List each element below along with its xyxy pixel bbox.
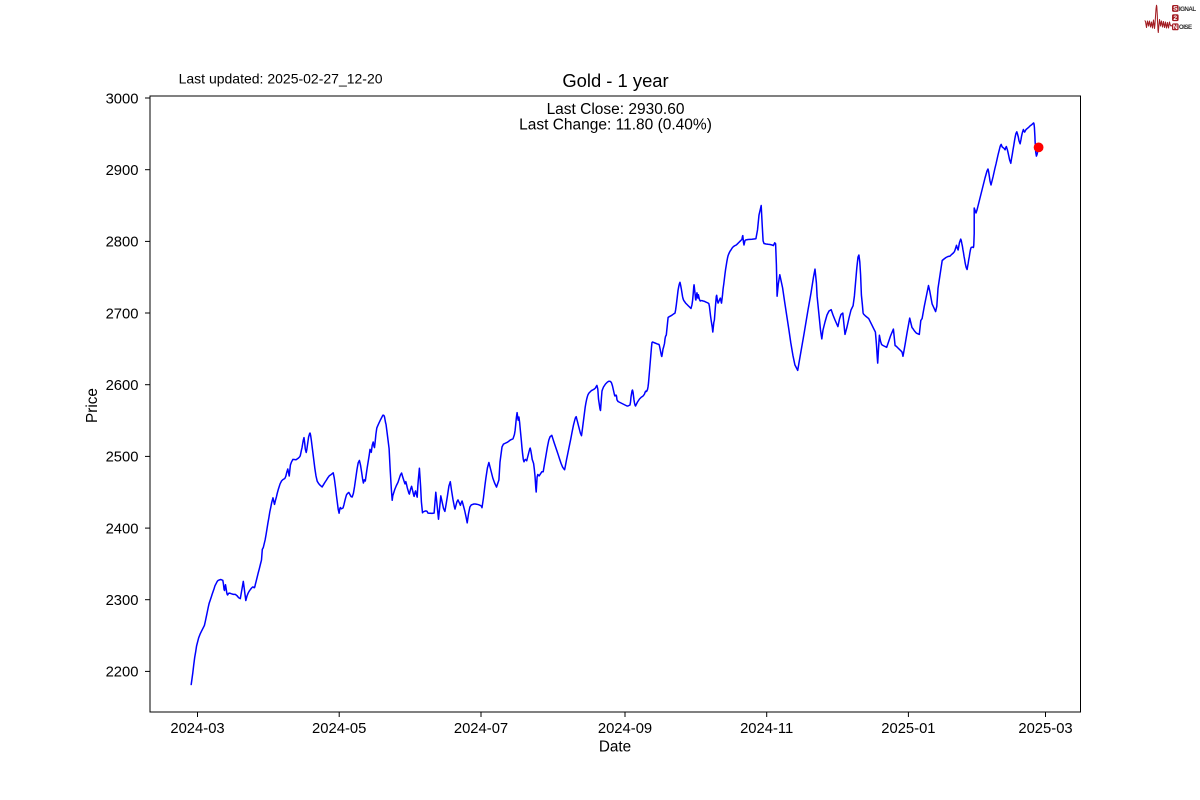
- svg-text:2500: 2500: [106, 450, 139, 466]
- svg-text:2024-05: 2024-05: [312, 721, 366, 737]
- svg-text:2024-11: 2024-11: [740, 721, 793, 737]
- svg-text:2024-03: 2024-03: [170, 721, 224, 737]
- svg-text:2800: 2800: [106, 235, 139, 251]
- svg-text:Date: Date: [599, 739, 631, 756]
- svg-text:OISE: OISE: [1179, 24, 1192, 31]
- svg-text:Last Change: 11.80 (0.40%): Last Change: 11.80 (0.40%): [519, 117, 712, 134]
- svg-text:2: 2: [1173, 15, 1177, 22]
- svg-text:2900: 2900: [106, 163, 139, 179]
- svg-text:3000: 3000: [106, 91, 139, 107]
- svg-text:2600: 2600: [106, 378, 139, 394]
- svg-text:Gold - 1 year: Gold - 1 year: [562, 70, 668, 91]
- svg-text:2025-03: 2025-03: [1018, 721, 1072, 737]
- svg-text:2024-07: 2024-07: [454, 721, 508, 737]
- svg-text:N: N: [1173, 24, 1178, 31]
- svg-text:S: S: [1173, 6, 1178, 13]
- svg-text:Last updated: 2025-02-27_12-20: Last updated: 2025-02-27_12-20: [179, 71, 383, 87]
- svg-text:Last Close: 2930.60: Last Close: 2930.60: [547, 101, 685, 118]
- svg-text:2025-01: 2025-01: [881, 721, 935, 737]
- svg-text:2700: 2700: [106, 306, 139, 322]
- svg-text:2400: 2400: [106, 521, 139, 537]
- svg-text:IGNAL: IGNAL: [1179, 6, 1196, 13]
- svg-text:Price: Price: [84, 388, 101, 423]
- svg-text:2024-09: 2024-09: [598, 721, 652, 737]
- svg-text:2200: 2200: [106, 665, 139, 681]
- svg-text:2300: 2300: [106, 593, 139, 609]
